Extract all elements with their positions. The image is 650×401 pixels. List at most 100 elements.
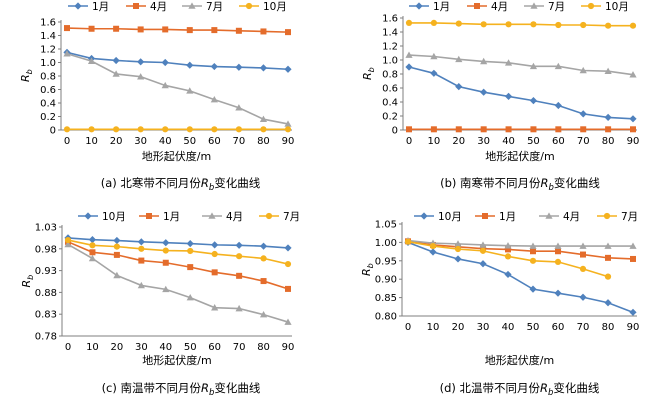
- data-point: [162, 247, 169, 254]
- legend-item: 10月: [239, 1, 287, 13]
- data-point: [430, 126, 437, 133]
- data-point: [284, 120, 292, 127]
- x-tick-label: 80: [257, 136, 270, 147]
- series-1: [63, 48, 292, 73]
- data-point: [604, 273, 612, 280]
- data-point: [285, 285, 291, 292]
- x-tick-label: 0: [406, 136, 412, 147]
- data-point: [284, 260, 292, 268]
- y-axis-title: Rb: [19, 69, 34, 82]
- x-tick-label: 60: [552, 136, 565, 147]
- data-point: [629, 22, 637, 29]
- data-point: [554, 62, 562, 70]
- data-point: [529, 62, 538, 70]
- series-line: [67, 239, 289, 265]
- x-tick-label: 10: [85, 136, 98, 147]
- x-tick-label: 90: [282, 342, 295, 353]
- data-point: [429, 242, 437, 250]
- legend-label: 1月: [163, 211, 180, 223]
- legend-label: 4月: [150, 1, 167, 13]
- data-point: [162, 126, 169, 133]
- legend-label: 10月: [438, 211, 462, 223]
- legend-item: 4月: [126, 1, 167, 13]
- data-point: [430, 19, 437, 26]
- data-point: [605, 22, 612, 29]
- y-tick-label: 0.85: [375, 293, 397, 304]
- series-line: [66, 52, 289, 125]
- x-axis-title: 地形起伏度/m: [142, 353, 211, 367]
- legend-label: 7月: [206, 1, 223, 13]
- x-tick-label: 50: [183, 136, 196, 147]
- x-tick-label: 30: [477, 136, 490, 147]
- series-2: [64, 25, 291, 36]
- data-point: [530, 248, 536, 255]
- data-point: [430, 52, 438, 60]
- data-point: [429, 248, 437, 256]
- series-line: [67, 241, 289, 290]
- data-point: [555, 126, 562, 133]
- data-point: [629, 71, 637, 78]
- y-tick-label: 1.0: [382, 56, 398, 67]
- data-point: [64, 25, 70, 32]
- legend-item: 10月: [414, 211, 462, 223]
- data-point: [211, 269, 218, 276]
- x-tick-label: 90: [282, 136, 295, 147]
- x-tick-label: 30: [135, 342, 148, 353]
- data-point: [455, 20, 462, 27]
- data-point: [89, 249, 96, 256]
- data-point: [455, 126, 462, 133]
- data-point: [580, 21, 587, 29]
- x-tick-label: 40: [159, 136, 172, 147]
- data-point: [579, 110, 587, 118]
- y-tick-label: 0.2: [382, 112, 398, 123]
- legend-marker: [146, 213, 152, 219]
- data-point: [554, 101, 562, 110]
- y-tick-label: 0.2: [40, 112, 56, 123]
- data-point: [454, 245, 462, 253]
- x-tick-label: 40: [159, 342, 172, 353]
- y-tick-label: 0.93: [35, 266, 57, 277]
- legend-label: 10月: [102, 211, 126, 223]
- x-tick-label: 80: [257, 342, 270, 353]
- data-point: [555, 248, 561, 255]
- data-point: [454, 240, 462, 247]
- data-point: [186, 61, 194, 69]
- y-tick-label: 0.6: [382, 84, 398, 95]
- data-point: [211, 304, 219, 311]
- y-tick-label: 0.8: [40, 72, 56, 83]
- legend-label: 1月: [499, 211, 516, 223]
- series-3: [405, 51, 637, 78]
- data-point: [406, 126, 412, 133]
- data-point: [405, 63, 413, 71]
- x-tick-label: 30: [134, 136, 147, 147]
- data-point: [604, 242, 612, 249]
- data-point: [137, 26, 144, 33]
- data-point: [284, 244, 292, 252]
- data-point: [405, 51, 413, 58]
- data-point: [605, 254, 611, 261]
- data-point: [480, 126, 487, 133]
- panel-caption: (c) 南温带不同月份Rb变化曲线: [102, 381, 261, 398]
- data-point: [210, 62, 218, 71]
- x-tick-label: 0: [65, 342, 71, 353]
- legend-marker: [603, 212, 611, 220]
- data-point: [529, 285, 537, 293]
- x-tick-label: 10: [428, 136, 441, 147]
- chart-panel-1: 0 0.2 0.4 0.6 0.8 1.0 1.2 1.4 1.6 0 10 20 30 40 50 60 70…: [19, 1, 294, 193]
- legend-label: 4月: [226, 211, 243, 223]
- x-tick-label: 40: [502, 136, 515, 147]
- legend-marker: [587, 2, 595, 10]
- data-point: [161, 81, 169, 89]
- data-point: [455, 83, 463, 91]
- data-point: [505, 21, 512, 28]
- data-point: [112, 56, 120, 65]
- y-tick-label: 1.6: [40, 18, 56, 29]
- y-tick-label: 0.98: [35, 244, 57, 255]
- data-point: [162, 239, 170, 247]
- legend-item: 10月: [581, 1, 629, 13]
- data-point: [604, 299, 612, 307]
- data-point: [529, 97, 538, 105]
- data-point: [629, 308, 637, 316]
- data-point: [137, 126, 144, 133]
- data-point: [187, 264, 194, 271]
